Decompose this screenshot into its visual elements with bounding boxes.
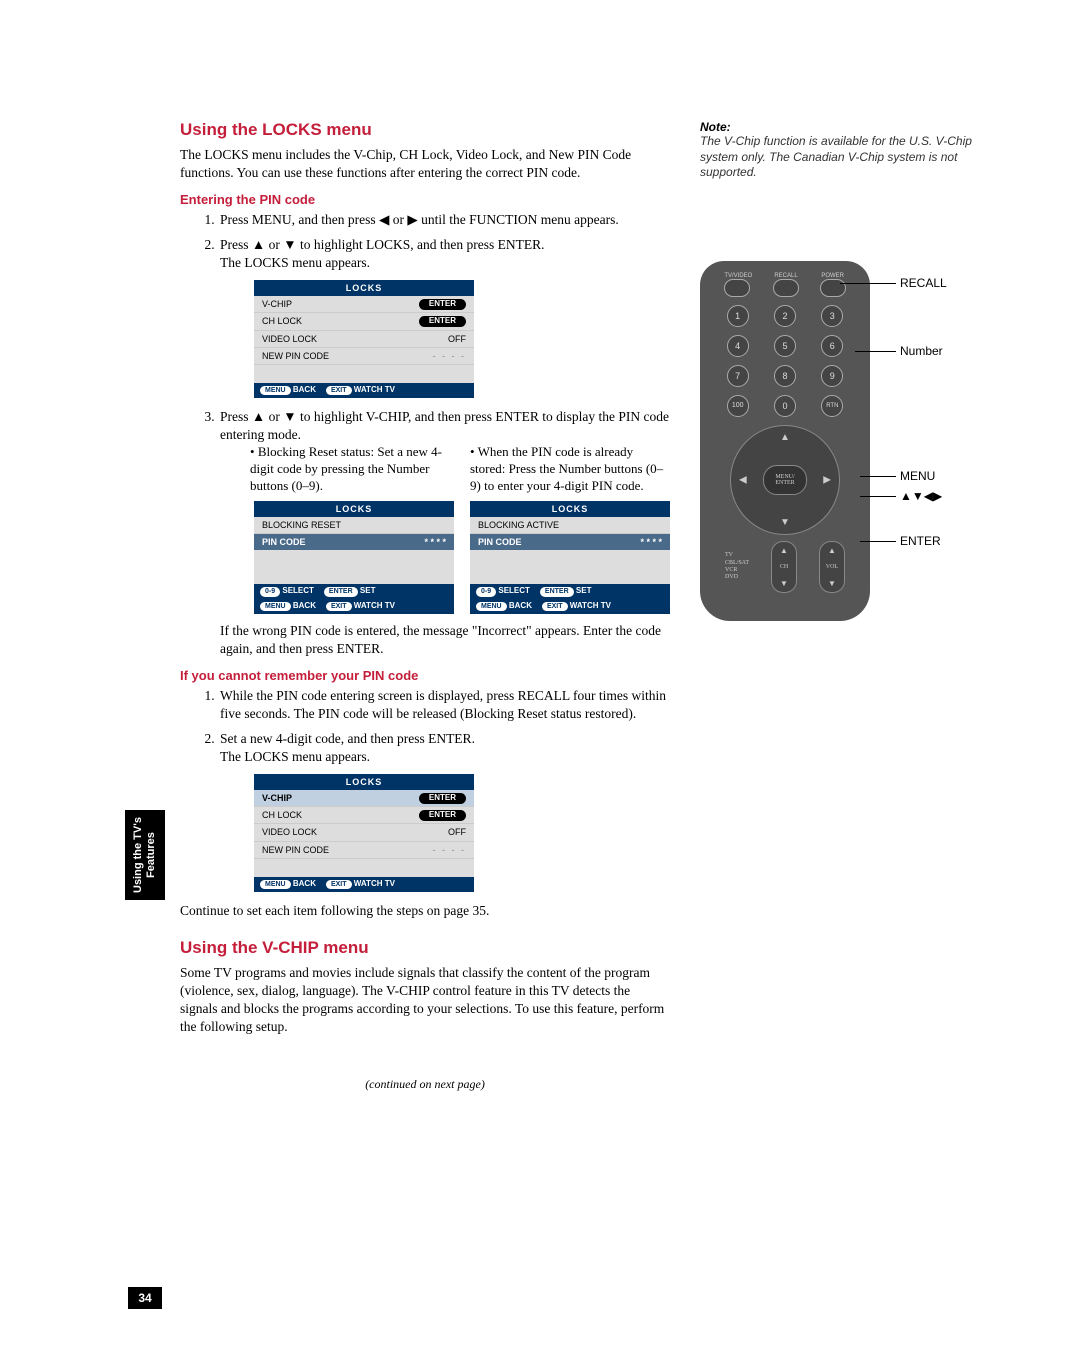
num-7: 7 bbox=[727, 365, 749, 387]
pin-panel-reset: LOCKS BLOCKING RESET PIN CODE* * * * 0-9… bbox=[254, 501, 454, 614]
num-0: 0 bbox=[774, 395, 796, 417]
num-2: 2 bbox=[774, 305, 796, 327]
tv-video-button bbox=[724, 279, 750, 297]
locks-row-chlock: CH LOCK ENTER bbox=[254, 313, 474, 330]
ch-rocker: ▲CH▼ bbox=[771, 541, 797, 593]
locks-panel-2: LOCKS V-CHIP ENTER CH LOCK ENTER VIDEO L… bbox=[254, 774, 474, 892]
num-3: 3 bbox=[821, 305, 843, 327]
bullet-pin-stored: When the PIN code is already stored: Pre… bbox=[470, 444, 670, 495]
continued-text: (continued on next page) bbox=[180, 1077, 670, 1092]
heading-enter-pin: Entering the PIN code bbox=[180, 192, 670, 207]
locks-row-newpin: NEW PIN CODE - - - - bbox=[254, 348, 474, 365]
locks-panel-footer: MENU BACK EXIT WATCH TV bbox=[254, 383, 474, 398]
step-1: Press MENU, and then press ◀ or ▶ until … bbox=[218, 211, 670, 229]
locks-row-videolock: VIDEO LOCK OFF bbox=[254, 331, 474, 348]
num-9: 9 bbox=[821, 365, 843, 387]
locks-row-vchip-hl: V-CHIP ENTER bbox=[254, 790, 474, 807]
enter-pin-steps: Press MENU, and then press ◀ or ▶ until … bbox=[218, 211, 670, 658]
vol-rocker: ▲VOL▼ bbox=[819, 541, 845, 593]
heading-vchip-menu: Using the V-CHIP menu bbox=[180, 938, 670, 958]
note-body: The V-Chip function is available for the… bbox=[700, 134, 990, 181]
num-6: 6 bbox=[821, 335, 843, 357]
bullet-blocking-reset: Blocking Reset status: Set a new 4-digit… bbox=[250, 444, 450, 495]
forgot-step-2: Set a new 4-digit code, and then press E… bbox=[218, 730, 670, 892]
side-tab: Using the TV'sFeatures bbox=[125, 810, 165, 900]
arrow-down-icon: ▼ bbox=[780, 517, 790, 528]
forgot-step-1: While the PIN code entering screen is di… bbox=[218, 687, 670, 723]
callout-menu: MENU bbox=[900, 469, 935, 483]
heading-locks-menu: Using the LOCKS menu bbox=[180, 120, 670, 140]
locks-row-vchip: V-CHIP ENTER bbox=[254, 296, 474, 313]
page-number: 34 bbox=[128, 1287, 162, 1309]
wrong-pin-text: If the wrong PIN code is entered, the me… bbox=[220, 622, 670, 658]
locks-panel-title: LOCKS bbox=[254, 280, 474, 296]
menu-enter-button: MENU/ENTER bbox=[763, 465, 807, 495]
callout-arrows: ▲▼◀▶ bbox=[900, 489, 942, 503]
arrow-left-icon: ◀ bbox=[739, 474, 747, 485]
callout-recall: RECALL bbox=[900, 276, 947, 290]
arrow-right-icon: ▶ bbox=[823, 474, 831, 485]
remote-diagram: TV/VIDEO RECALL POWER 1 2 3 4 5 6 7 8 9 … bbox=[700, 261, 980, 621]
recall-button bbox=[773, 279, 799, 297]
main-column: Using the LOCKS menu The LOCKS menu incl… bbox=[180, 120, 670, 1092]
num-100: 100 bbox=[727, 395, 749, 417]
dpad: ▲ ▼ ◀ ▶ MENU/ENTER bbox=[730, 425, 840, 535]
forgot-pin-steps: While the PIN code entering screen is di… bbox=[218, 687, 670, 891]
note-heading: Note: bbox=[700, 120, 990, 134]
locks-panel-1: LOCKS V-CHIP ENTER CH LOCK ENTER VIDEO L… bbox=[254, 280, 474, 398]
mode-list: TVCBL/SATVCRDVD bbox=[725, 552, 749, 581]
arrow-up-icon: ▲ bbox=[780, 432, 790, 443]
locks-intro: The LOCKS menu includes the V-Chip, CH L… bbox=[180, 146, 670, 182]
heading-forgot-pin: If you cannot remember your PIN code bbox=[180, 668, 670, 683]
step-3: Press ▲ or ▼ to highlight V-CHIP, and th… bbox=[218, 408, 670, 659]
pin-panel-active: LOCKS BLOCKING ACTIVE PIN CODE* * * * 0-… bbox=[470, 501, 670, 614]
power-button bbox=[820, 279, 846, 297]
ch-rtn: RTN bbox=[821, 395, 843, 417]
right-column: Note: The V-Chip function is available f… bbox=[700, 120, 990, 621]
num-5: 5 bbox=[774, 335, 796, 357]
num-8: 8 bbox=[774, 365, 796, 387]
continue-text: Continue to set each item following the … bbox=[180, 902, 670, 920]
callout-enter: ENTER bbox=[900, 534, 941, 548]
callout-number: Number bbox=[900, 344, 943, 358]
num-1: 1 bbox=[727, 305, 749, 327]
step-2: Press ▲ or ▼ to highlight LOCKS, and the… bbox=[218, 236, 670, 398]
num-4: 4 bbox=[727, 335, 749, 357]
vchip-intro: Some TV programs and movies include sign… bbox=[180, 964, 670, 1037]
